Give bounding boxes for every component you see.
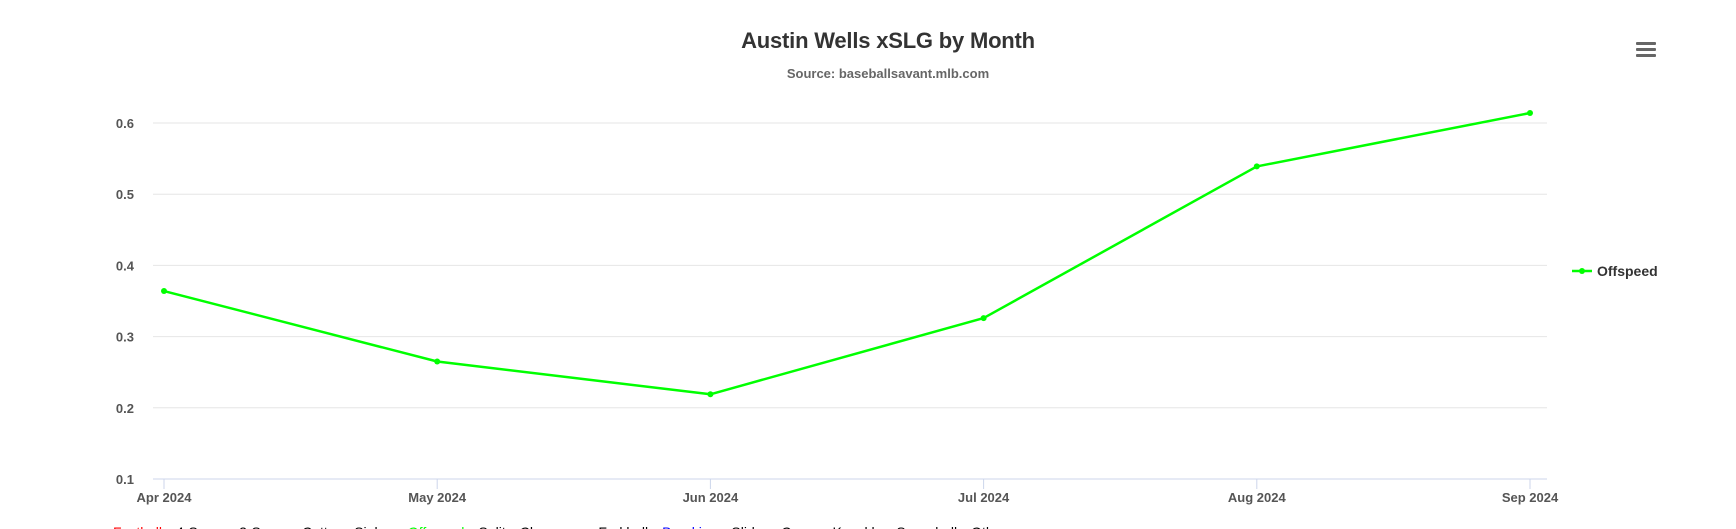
legend[interactable]: Offspeed	[1572, 263, 1658, 279]
x-tick-label: May 2024	[408, 490, 467, 505]
pitch-type-label: Cutter	[302, 522, 340, 529]
pitch-type-label: Forkball	[598, 522, 648, 529]
x-tick-label: Aug 2024	[1228, 490, 1287, 505]
y-axis: 0.1 0.2 0.3 0.4 0.5 0.6	[116, 116, 135, 487]
pitch-type-label: Breaking	[662, 522, 717, 529]
x-tick-label: Sep 2024	[1502, 490, 1559, 505]
pitch-type-label: Curve	[781, 522, 818, 529]
y-tick-label: 0.4	[116, 258, 135, 273]
pitch-type-label: Changeup	[520, 522, 585, 529]
chart-subtitle: Source: baseballsavant.mlb.com	[786, 66, 990, 81]
data-point[interactable]	[707, 391, 714, 398]
y-tick-label: 0.5	[116, 187, 134, 202]
y-tick-label: 0.6	[116, 116, 134, 131]
data-point[interactable]	[1527, 110, 1533, 117]
legend-label[interactable]: Offspeed	[1597, 263, 1658, 279]
pitch-type-label: 4-Seam	[176, 522, 225, 529]
data-point[interactable]	[161, 288, 167, 295]
data-point[interactable]	[980, 315, 987, 322]
y-tick-label: 0.2	[116, 401, 134, 416]
grid-lines	[153, 122, 1547, 409]
pitch-type-label: Fastball	[113, 522, 162, 529]
menu-bar	[1636, 42, 1656, 45]
pitch-type-label: Sinker	[354, 522, 394, 529]
chart-title: Austin Wells xSLG by Month	[741, 28, 1035, 53]
data-point[interactable]	[434, 358, 441, 365]
y-tick-label: 0.1	[116, 472, 134, 487]
pitch-type-label: Offspeed	[408, 522, 465, 529]
pitch-type-label: Knuckle	[833, 522, 883, 529]
pitch-type-label: Other	[971, 522, 1006, 529]
series-line-offspeed[interactable]	[162, 111, 1532, 396]
x-axis	[153, 478, 1547, 489]
x-tick-label: Apr 2024	[137, 490, 193, 505]
x-tick-label: Jun 2024	[683, 490, 739, 505]
y-tick-label: 0.3	[116, 330, 134, 345]
hamburger-menu-icon[interactable]	[1634, 38, 1658, 60]
pitch-type-label: Slider	[731, 522, 767, 529]
series-lines	[161, 110, 1533, 398]
pitch-type-label: Split	[478, 522, 505, 529]
pitch-type-label: Screwball	[896, 522, 957, 529]
pitch-type-legend: Fastball 4-Seam 2-Seam Cutter Sinker Offspeed…	[113, 522, 1613, 529]
data-point[interactable]	[1253, 163, 1260, 170]
x-axis-labels: Apr 2024 May 2024 Jun 2024 Jul 2024 Aug 2024…	[137, 490, 1559, 505]
menu-bar	[1636, 48, 1656, 51]
menu-bar	[1636, 54, 1656, 57]
x-tick-label: Jul 2024	[958, 490, 1010, 505]
pitch-type-label: 2-Seam	[239, 522, 288, 529]
legend-symbol-marker	[1579, 268, 1585, 274]
